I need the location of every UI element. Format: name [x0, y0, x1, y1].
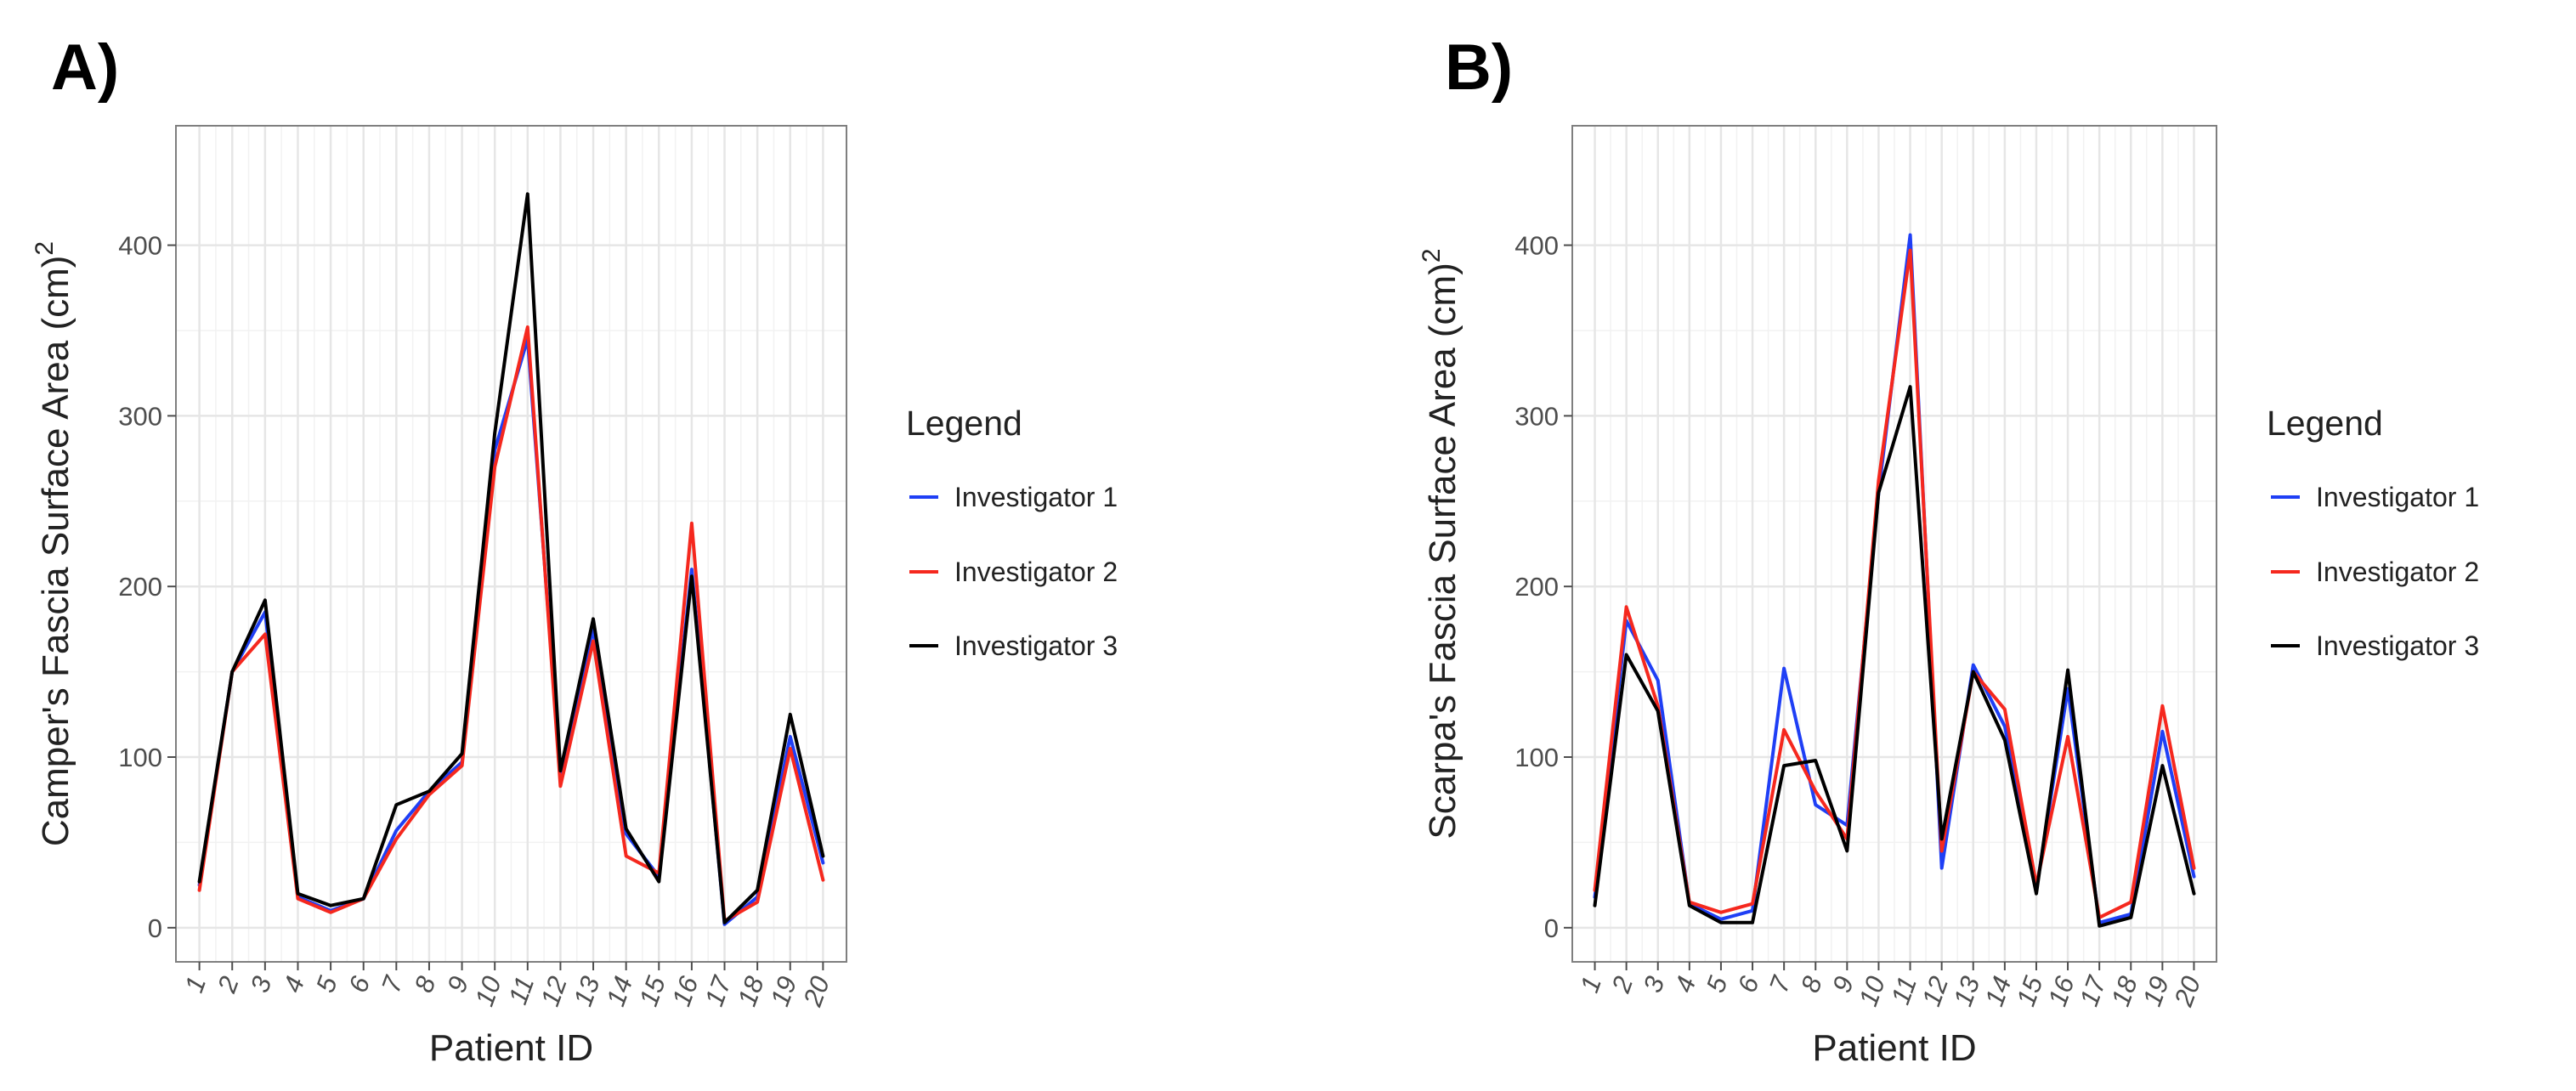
x-tick-label: 7 — [1764, 971, 1797, 997]
y-tick-label: 0 — [1544, 913, 1559, 943]
x-tick-label: 18 — [2105, 972, 2143, 1010]
legend-label: Investigator 1 — [2316, 482, 2479, 512]
x-tick-label: 1 — [178, 972, 212, 996]
x-tick-label: 6 — [1732, 972, 1765, 997]
x-tick-label: 3 — [1638, 972, 1671, 996]
chart-panel-b: B)01002003004001234567891011121314151617… — [1418, 31, 2479, 1069]
y-tick-label: 0 — [148, 913, 162, 943]
legend-label: Investigator 2 — [954, 557, 1118, 587]
panel-label: B) — [1445, 31, 1513, 104]
x-tick-label: 16 — [666, 972, 705, 1010]
x-tick-label: 4 — [277, 972, 310, 996]
y-tick-label: 300 — [118, 401, 162, 431]
y-tick-label: 200 — [1514, 572, 1559, 602]
series-line-investigator-3 — [197, 192, 825, 924]
x-tick-label: 10 — [469, 972, 507, 1009]
x-tick-label: 17 — [699, 971, 737, 1010]
x-tick-label: 1 — [1574, 972, 1607, 996]
legend: Legend Investigator 1 Investigator 2 Invest… — [906, 404, 1118, 661]
y-axis-title-text: Camper's Fascia Surface Area (cm) — [35, 256, 76, 847]
legend-label: Investigator 3 — [2316, 630, 2479, 661]
x-tick-label: 2 — [212, 972, 245, 997]
y-axis-title-text: Scarpa's Fascia Surface Area (cm) — [1422, 263, 1464, 839]
x-axis-title: Patient ID — [429, 1027, 593, 1069]
y-tick-label: 300 — [1514, 401, 1559, 431]
x-tick-label: 20 — [2168, 972, 2206, 1010]
x-tick-label: 14 — [1979, 972, 2018, 1009]
y-axis-title: Camper's Fascia Surface Area (cm)2 — [31, 241, 76, 846]
y-tick-label: 400 — [118, 231, 162, 261]
series-line-investigator-3 — [1593, 385, 2196, 928]
x-tick-label: 6 — [343, 972, 376, 997]
x-tick-label: 15 — [633, 972, 671, 1010]
x-tick-label: 12 — [535, 972, 573, 1009]
x-tick-label: 19 — [2137, 972, 2175, 1009]
y-axis-title-superscript: 2 — [1418, 248, 1446, 263]
x-tick-label: 11 — [502, 972, 540, 1008]
legend-label: Investigator 2 — [2316, 557, 2479, 587]
legend-title: Legend — [906, 404, 1022, 443]
legend-label: Investigator 1 — [954, 482, 1118, 512]
x-tick-label: 8 — [1795, 972, 1828, 997]
y-axis-title: Scarpa's Fascia Surface Area (cm)2 — [1418, 248, 1464, 839]
plot-border — [1571, 125, 2217, 963]
y-tick-label: 200 — [118, 572, 162, 602]
y-tick-label: 100 — [118, 743, 162, 772]
plot-border — [175, 125, 847, 963]
panel-label: A) — [51, 31, 119, 104]
x-tick-label: 16 — [2042, 972, 2081, 1010]
x-tick-label: 5 — [1701, 972, 1734, 997]
x-tick-label: 7 — [376, 971, 409, 997]
y-axis-title-superscript: 2 — [31, 241, 59, 256]
x-tick-label: 14 — [601, 972, 639, 1009]
x-axis-title: Patient ID — [1812, 1027, 1976, 1069]
legend-label: Investigator 3 — [954, 630, 1118, 661]
y-tick-label: 100 — [1514, 743, 1559, 772]
x-tick-label: 2 — [1605, 972, 1639, 997]
x-tick-label: 13 — [1948, 972, 1986, 1009]
x-tick-label: 8 — [409, 972, 442, 997]
y-tick-label: 400 — [1514, 231, 1559, 261]
x-tick-label: 15 — [2011, 972, 2049, 1010]
legend: Legend Investigator 1 Investigator 2 Invest… — [2267, 404, 2479, 661]
x-tick-label: 17 — [2074, 971, 2112, 1010]
legend-title: Legend — [2267, 404, 2383, 443]
x-tick-label: 10 — [1853, 972, 1891, 1009]
x-tick-label: 4 — [1669, 972, 1702, 996]
x-tick-label: 9 — [441, 972, 474, 996]
x-tick-label: 5 — [310, 972, 343, 997]
x-tick-label: 9 — [1826, 972, 1860, 996]
x-tick-label: 3 — [245, 972, 278, 996]
x-tick-label: 13 — [568, 972, 606, 1009]
x-tick-label: 18 — [732, 972, 770, 1010]
x-tick-label: 20 — [797, 972, 835, 1010]
x-tick-label: 12 — [1916, 972, 1955, 1009]
x-tick-label: 19 — [765, 972, 803, 1009]
x-tick-label: 11 — [1885, 972, 1922, 1008]
